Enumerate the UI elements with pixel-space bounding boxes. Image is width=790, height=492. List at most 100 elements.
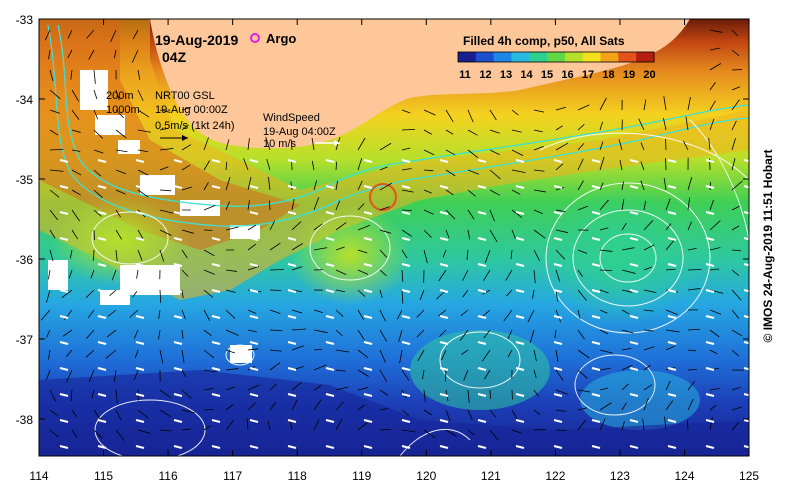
current-arrow (507, 329, 513, 340)
current-arrow (129, 309, 139, 318)
wind-arrow (325, 185, 335, 189)
current-arrow (687, 197, 691, 211)
current-arrow (577, 309, 581, 319)
lon-tick-label: 115 (94, 469, 113, 483)
wind-arrow (363, 445, 373, 449)
current-arrow (115, 229, 123, 240)
current-arrow (379, 229, 392, 234)
current-arrow (313, 419, 320, 431)
wind-scale-arrow-icon (315, 140, 340, 146)
current-arrow (709, 388, 720, 391)
wind-arrow (515, 185, 525, 189)
argo-label: Argo (266, 31, 296, 46)
current-arrow (269, 242, 281, 251)
current-arrow (115, 89, 120, 101)
wind-arrow (135, 211, 145, 215)
current-arrow (708, 138, 711, 151)
current-arrow (181, 249, 188, 259)
wind-arrow (439, 341, 449, 345)
current-arrow (533, 109, 545, 113)
current-arrow (93, 169, 102, 177)
current-arrow (225, 201, 230, 211)
current-arrow (291, 243, 303, 251)
wind-arrow (553, 367, 563, 371)
current-arrow (533, 146, 544, 151)
current-arrow (181, 164, 191, 171)
colorbar-tick-label: 17 (582, 69, 594, 81)
current-arrow (489, 149, 500, 156)
current-arrow (225, 309, 236, 319)
wind-arrow (59, 445, 69, 449)
colorbar-tick-label: 12 (479, 69, 491, 81)
wind-arrow (591, 341, 601, 345)
current-arrow (269, 329, 283, 332)
current-arrow (88, 369, 95, 383)
wind-arrow (629, 367, 639, 371)
current-arrow (484, 249, 491, 264)
colorbar-swatch (511, 52, 530, 62)
current-arrow (533, 249, 540, 262)
current-arrow (731, 86, 741, 91)
current-arrow (640, 161, 645, 171)
current-arrow (203, 408, 214, 411)
current-arrow (577, 143, 585, 151)
current-arrow (533, 229, 546, 239)
current-arrow (665, 329, 680, 333)
current-arrow (85, 289, 95, 299)
lon-tick-label: 120 (416, 469, 436, 483)
current-arrow (357, 249, 368, 254)
wind-arrow (553, 263, 563, 267)
current-arrow (181, 289, 184, 298)
wind-arrow (249, 393, 259, 397)
current-arrow (335, 418, 343, 431)
wind-arrow (477, 185, 487, 189)
wind-arrow (287, 367, 297, 371)
wind-arrow (97, 393, 107, 397)
wind-arrow (173, 185, 183, 189)
current-arrow (93, 189, 103, 199)
current-arrow (313, 247, 328, 251)
current-arrow (311, 160, 315, 171)
current-arrow (291, 328, 306, 331)
current-arrow (49, 429, 59, 438)
current-arrow (313, 385, 322, 391)
current-arrow (49, 69, 54, 82)
lon-tick-label: 117 (223, 469, 242, 483)
current-arrow (467, 149, 479, 159)
wind-arrow (287, 419, 297, 423)
current-arrow (291, 345, 304, 351)
lon-tick-label: 116 (159, 469, 178, 483)
wind-arrow (97, 315, 107, 319)
wind-title: WindSpeed (263, 112, 320, 124)
current-arrow (357, 203, 365, 211)
current-arrow (401, 109, 411, 114)
current-arrow (49, 249, 54, 262)
wind-arrow (591, 393, 601, 397)
wind-arrow (59, 341, 69, 345)
current-arrow (731, 249, 741, 252)
current-arrow (115, 389, 118, 404)
wind-arrow (515, 341, 525, 345)
wind-arrow (591, 263, 601, 267)
wind-arrow (477, 289, 487, 293)
current-arrow (335, 401, 344, 411)
current-arrow (618, 139, 623, 151)
current-arrow (49, 229, 56, 239)
wind-arrow (249, 211, 259, 215)
lon-tick-label: 123 (610, 469, 630, 483)
current-arrow (181, 369, 187, 378)
current-arrow (335, 200, 341, 211)
current-arrow (665, 223, 672, 231)
plot-frame (38, 18, 750, 457)
current-arrow (511, 149, 524, 156)
current-arrow (462, 269, 469, 281)
current-arrow (159, 166, 169, 171)
current-arrow (467, 109, 474, 123)
current-arrow (40, 309, 51, 321)
wind-arrow (477, 159, 487, 163)
wind-arrow (439, 211, 449, 215)
current-arrow (467, 169, 480, 175)
wind-arrow (135, 185, 145, 189)
current-arrow (599, 199, 609, 211)
wind-arrow (401, 315, 411, 319)
